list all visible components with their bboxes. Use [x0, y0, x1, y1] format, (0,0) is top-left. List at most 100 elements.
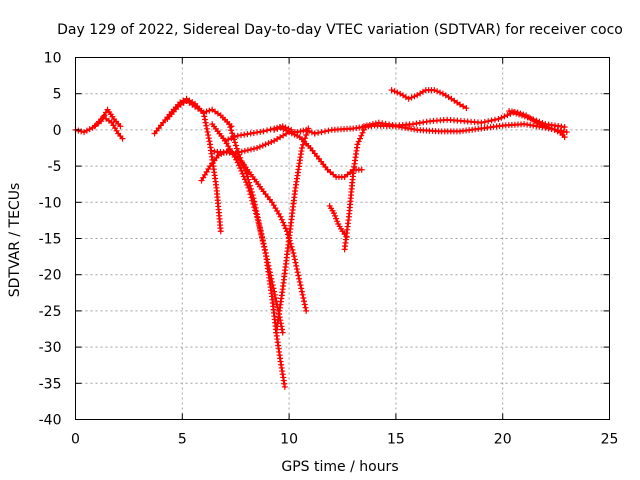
data-point — [237, 154, 244, 161]
data-series-arc-12 — [311, 121, 570, 137]
data-point — [282, 124, 289, 131]
x-tick-label: 15 — [387, 432, 405, 448]
data-point — [256, 143, 263, 150]
data-point — [269, 278, 276, 285]
data-point — [545, 124, 552, 131]
data-point — [271, 291, 278, 298]
data-point — [254, 211, 261, 218]
data-point — [291, 253, 298, 260]
data-point — [276, 124, 283, 131]
data-point — [268, 275, 275, 282]
y-tick-label: 10 — [44, 51, 62, 67]
data-point — [321, 128, 328, 135]
series-layer — [72, 87, 570, 390]
data-point — [253, 208, 260, 215]
data-point — [478, 119, 485, 126]
y-tick-label: -40 — [39, 413, 62, 429]
data-series-arc-8 — [273, 125, 312, 336]
data-point — [238, 167, 245, 174]
data-point — [279, 329, 286, 336]
data-point — [247, 182, 254, 189]
data-point — [259, 237, 266, 244]
data-point — [229, 130, 236, 137]
data-point — [357, 135, 364, 142]
data-point — [249, 192, 256, 199]
data-point — [501, 113, 508, 120]
y-tick-labels: 10 5 0 -5 -10 -15 -20 -25 -30 -35 -40 — [39, 51, 62, 429]
data-point — [244, 173, 251, 180]
data-point — [265, 262, 272, 269]
series-line — [211, 122, 286, 388]
data-point — [206, 107, 213, 114]
data-point — [237, 165, 244, 172]
data-point — [265, 140, 272, 147]
data-point — [302, 135, 309, 142]
data-point — [272, 295, 279, 302]
data-point — [232, 142, 239, 149]
data-point — [264, 127, 271, 134]
y-tick-label: -20 — [39, 268, 62, 284]
data-point — [297, 128, 304, 135]
data-point — [300, 127, 307, 134]
data-point — [231, 133, 238, 140]
data-point — [200, 109, 207, 116]
data-point — [411, 93, 418, 100]
data-point — [334, 218, 341, 225]
data-point — [456, 101, 463, 108]
ticks — [75, 57, 610, 420]
data-point — [236, 162, 243, 169]
data-point — [203, 108, 210, 115]
data-series-arc-4 — [164, 97, 235, 130]
data-point — [262, 141, 269, 148]
y-tick-label: -25 — [39, 304, 62, 320]
data-point — [231, 139, 238, 146]
data-point — [201, 116, 208, 123]
data-point — [300, 295, 307, 302]
data-point — [303, 307, 310, 314]
data-point — [485, 118, 492, 125]
y-tick-label: -35 — [39, 376, 62, 392]
data-series-arc-15 — [388, 87, 470, 112]
data-point — [517, 110, 524, 117]
data-point — [358, 132, 365, 139]
data-point — [292, 259, 299, 266]
data-series-arc-2 — [91, 113, 126, 142]
series-line — [166, 99, 233, 128]
x-tick-label: 20 — [494, 432, 512, 448]
data-series-arc-17 — [222, 123, 295, 144]
y-tick-label: 5 — [53, 87, 62, 103]
data-point — [437, 89, 444, 96]
x-tick-label: 25 — [601, 432, 619, 448]
data-point — [204, 128, 211, 135]
data-series-arc-6 — [209, 121, 288, 390]
data-point — [243, 170, 250, 177]
data-point — [481, 118, 488, 125]
data-point — [293, 266, 300, 273]
data-point — [394, 89, 401, 96]
data-series-arc-14 — [506, 108, 568, 141]
data-point — [498, 114, 505, 121]
data-point — [78, 128, 85, 135]
data-point — [363, 122, 370, 129]
data-point — [293, 262, 300, 269]
data-point — [333, 215, 340, 222]
data-point — [514, 109, 521, 116]
x-tick-label: 5 — [178, 432, 187, 448]
data-point — [311, 130, 318, 137]
data-point — [273, 124, 280, 131]
data-point — [294, 269, 301, 276]
data-point — [298, 145, 305, 151]
data-point — [306, 128, 313, 135]
data-point — [268, 138, 275, 145]
data-point — [240, 164, 247, 171]
data-point — [205, 135, 212, 142]
data-point — [296, 278, 303, 285]
data-point — [463, 105, 470, 112]
data-point — [354, 141, 361, 148]
data-point — [302, 304, 309, 311]
data-point — [251, 198, 258, 205]
data-point — [543, 123, 550, 130]
data-point — [202, 119, 209, 126]
data-point — [235, 149, 242, 156]
grid — [75, 57, 610, 420]
